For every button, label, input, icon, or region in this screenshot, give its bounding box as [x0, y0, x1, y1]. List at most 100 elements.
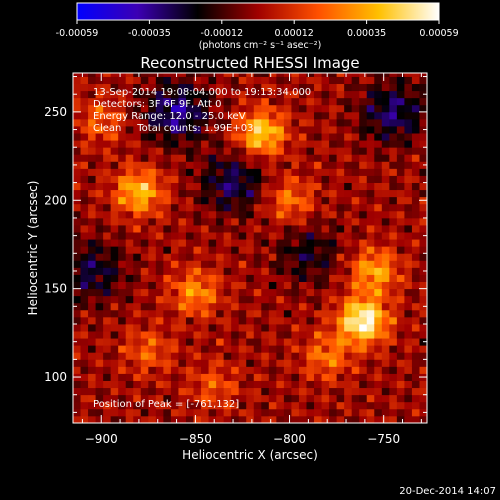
heatmap-pixel — [193, 196, 202, 205]
annotation-energy: Energy Range: 12.0 - 25.0 keV — [93, 111, 246, 122]
heatmap-pixel — [321, 225, 330, 233]
heatmap-pixel — [261, 366, 270, 374]
heatmap-pixel — [95, 73, 104, 77]
heatmap-pixel — [306, 196, 315, 205]
heatmap-pixel — [208, 331, 217, 339]
heatmap-pixel — [163, 281, 172, 290]
heatmap-pixel — [185, 133, 194, 141]
heatmap-pixel — [201, 118, 209, 127]
heatmap-pixel — [396, 161, 405, 169]
heatmap-pixel — [283, 295, 292, 304]
heatmap-pixel — [389, 225, 398, 233]
heatmap-pixel — [419, 140, 427, 148]
heatmap-pixel — [261, 168, 270, 176]
heatmap-pixel — [291, 246, 300, 254]
heatmap-pixel — [351, 140, 360, 148]
heatmap-pixel — [276, 387, 285, 396]
heatmap-pixel — [133, 154, 142, 162]
heatmap-pixel — [298, 168, 307, 176]
heatmap-pixel — [306, 309, 315, 318]
heatmap-pixel — [359, 147, 368, 155]
heatmap-pixel — [193, 288, 202, 297]
heatmap-pixel — [374, 168, 383, 176]
heatmap-pixel — [223, 408, 232, 417]
heatmap-pixel — [140, 260, 149, 268]
heatmap-pixel — [351, 324, 360, 332]
heatmap-pixel — [351, 415, 360, 423]
heatmap-pixel — [381, 232, 390, 240]
heatmap-pixel — [321, 133, 330, 141]
heatmap-pixel — [389, 161, 398, 169]
heatmap-pixel — [336, 331, 345, 339]
heatmap-pixel — [404, 189, 413, 198]
heatmap-pixel — [396, 203, 405, 212]
heatmap-pixel — [238, 260, 247, 268]
heatmap-pixel — [359, 267, 368, 275]
heatmap-pixel — [298, 189, 307, 198]
heatmap-pixel — [125, 90, 134, 99]
heatmap-pixel — [253, 359, 262, 367]
heatmap-pixel — [359, 154, 368, 162]
heatmap-pixel — [336, 210, 345, 219]
heatmap-pixel — [163, 324, 172, 332]
heatmap-pixel — [185, 90, 194, 99]
heatmap-pixel — [246, 126, 255, 134]
heatmap-pixel — [381, 324, 390, 332]
heatmap-pixel — [73, 104, 81, 113]
heatmap-pixel — [314, 140, 322, 148]
heatmap-pixel — [359, 316, 368, 325]
heatmap-pixel — [314, 274, 322, 282]
heatmap-pixel — [133, 267, 142, 275]
heatmap-pixel — [231, 267, 240, 275]
heatmap-pixel — [283, 203, 292, 212]
heatmap-pixel — [389, 331, 398, 339]
heatmap-pixel — [268, 281, 277, 290]
heatmap-pixel — [381, 182, 390, 191]
heatmap-pixel — [374, 239, 383, 247]
heatmap-pixel — [314, 225, 322, 233]
heatmap-pixel — [208, 147, 217, 155]
heatmap-pixel — [351, 380, 360, 389]
heatmap-pixel — [359, 352, 368, 360]
heatmap-pixel — [155, 415, 164, 423]
heatmap-pixel — [185, 331, 194, 339]
heatmap-pixel — [261, 302, 270, 311]
heatmap-pixel — [223, 140, 232, 148]
heatmap-pixel — [140, 338, 149, 346]
heatmap-pixel — [276, 366, 285, 374]
heatmap-pixel — [261, 359, 270, 367]
heatmap-pixel — [404, 140, 413, 148]
heatmap-pixel — [95, 281, 104, 290]
heatmap-pixel — [336, 274, 345, 282]
heatmap-pixel — [253, 161, 262, 169]
heatmap-pixel — [185, 83, 194, 92]
heatmap-pixel — [178, 324, 187, 332]
heatmap-pixel — [185, 104, 194, 113]
heatmap-pixel — [118, 189, 127, 198]
heatmap-pixel — [396, 359, 405, 367]
heatmap-pixel — [133, 168, 142, 176]
heatmap-pixel — [344, 408, 353, 417]
heatmap-pixel — [359, 281, 368, 290]
heatmap-pixel — [148, 225, 157, 233]
heatmap-pixel — [170, 118, 179, 127]
heatmap-pixel — [359, 274, 368, 282]
heatmap-pixel — [366, 309, 375, 318]
heatmap-pixel — [178, 373, 187, 381]
heatmap-pixel — [223, 260, 232, 268]
heatmap-pixel — [73, 345, 81, 353]
heatmap-pixel — [231, 288, 240, 297]
heatmap-pixel — [163, 267, 172, 275]
heatmap-pixel — [411, 366, 420, 374]
heatmap-pixel — [253, 73, 262, 77]
heatmap-pixel — [276, 104, 285, 113]
heatmap-pixel — [246, 331, 255, 339]
heatmap-pixel — [201, 147, 209, 155]
heatmap-pixel — [389, 147, 398, 155]
heatmap-pixel — [140, 111, 149, 120]
heatmap-pixel — [381, 253, 390, 261]
heatmap-pixel — [283, 260, 292, 268]
heatmap-pixel — [351, 90, 360, 99]
heatmap-pixel — [314, 387, 322, 396]
